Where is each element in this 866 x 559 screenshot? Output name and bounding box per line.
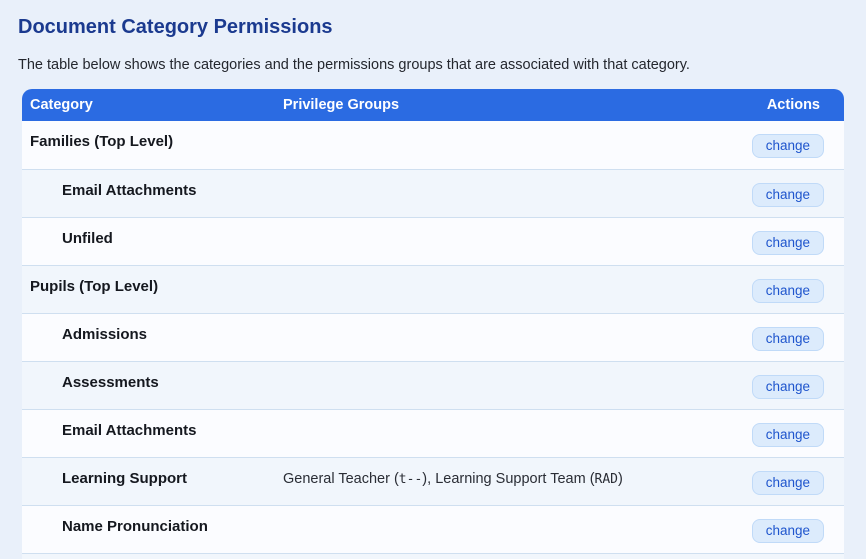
- privilege-groups-cell: [283, 170, 674, 217]
- privilege-groups-cell: [283, 362, 674, 409]
- privilege-groups-cell: [283, 218, 674, 265]
- table-row: [22, 553, 844, 559]
- table-row: Email Attachments change: [22, 409, 844, 457]
- change-button[interactable]: change: [751, 519, 824, 543]
- table-body: Families (Top Level) change Email Attachme…: [22, 121, 844, 559]
- privilege-groups-cell: [283, 506, 674, 553]
- privilege-flags: RAD: [594, 472, 619, 487]
- column-header-privilege-groups: Privilege Groups: [283, 97, 400, 113]
- category-label: Learning Support: [62, 470, 187, 487]
- category-label: Families (Top Level): [30, 133, 174, 150]
- table-row: Families (Top Level) change: [22, 121, 844, 169]
- table-header-row: Category Privilege Groups Actions: [22, 89, 844, 121]
- actions-cell: change: [674, 121, 844, 169]
- category-label: Pupils (Top Level): [30, 278, 159, 295]
- change-button[interactable]: change: [751, 279, 824, 303]
- actions-cell: change: [674, 410, 844, 457]
- privilege-groups-cell: [283, 121, 674, 169]
- category-label: Name Pronunciation: [62, 518, 208, 535]
- category-label: Unfiled: [62, 230, 113, 247]
- privilege-groups-cell: [283, 266, 674, 313]
- category-label: Email Attachments: [62, 422, 197, 439]
- privilege-groups-cell: [283, 314, 674, 361]
- page-title: Document Category Permissions: [18, 16, 333, 38]
- change-button[interactable]: change: [751, 183, 824, 207]
- privilege-groups-cell: [283, 410, 674, 457]
- actions-cell: change: [674, 266, 844, 313]
- privilege-flags: t--: [398, 472, 423, 487]
- actions-cell: change: [674, 458, 844, 505]
- table-row: Unfiled change: [22, 217, 844, 265]
- table-row: Assessments change: [22, 361, 844, 409]
- category-label: Email Attachments: [62, 182, 197, 199]
- category-label: Assessments: [62, 374, 159, 391]
- column-header-category: Category: [30, 97, 93, 113]
- table-row: Admissions change: [22, 313, 844, 361]
- table-row: Email Attachments change: [22, 169, 844, 217]
- change-button[interactable]: change: [751, 375, 824, 399]
- page-subtitle: The table below shows the categories and…: [18, 57, 690, 73]
- table-row: Name Pronunciation change: [22, 505, 844, 553]
- change-button[interactable]: change: [751, 327, 824, 351]
- table-row: Learning Support General Teacher (t--), L…: [22, 457, 844, 505]
- change-button[interactable]: change: [751, 423, 824, 447]
- actions-cell: change: [674, 506, 844, 553]
- column-header-actions: Actions: [766, 97, 820, 113]
- table-row: Pupils (Top Level) change: [22, 265, 844, 313]
- privilege-groups-cell: General Teacher (t--), Learning Support …: [283, 471, 623, 487]
- actions-cell: change: [674, 170, 844, 217]
- actions-cell: change: [674, 218, 844, 265]
- change-button[interactable]: change: [751, 231, 824, 255]
- actions-cell: change: [674, 362, 844, 409]
- category-label: Admissions: [62, 326, 148, 343]
- actions-cell: change: [674, 314, 844, 361]
- permissions-table: Category Privilege Groups Actions Famili…: [22, 89, 844, 559]
- change-button[interactable]: change: [751, 134, 824, 158]
- change-button[interactable]: change: [751, 471, 824, 495]
